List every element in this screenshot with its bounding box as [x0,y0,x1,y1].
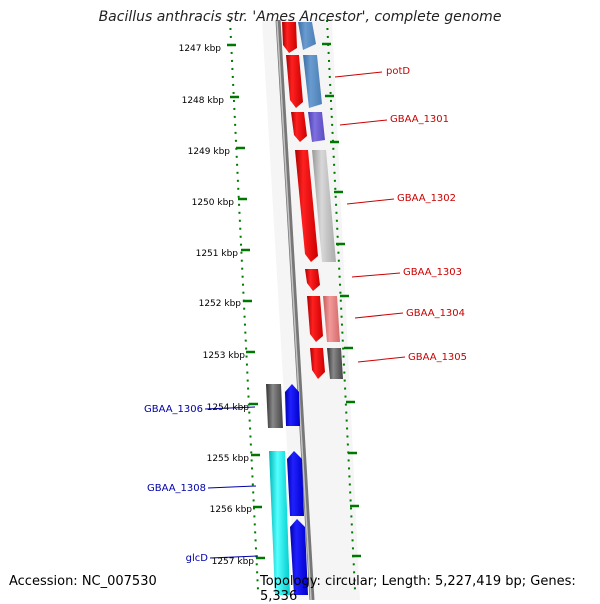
gene-feature-red-gbaa1301[interactable] [291,112,307,142]
gene-label-gbaa1301[interactable]: GBAA_1301 [390,114,449,125]
ruler-label: 1255 kbp [207,454,250,464]
gene-feature-lightgray[interactable] [312,150,336,262]
gene-feature-red-1[interactable] [282,22,297,53]
ruler-label: 1249 kbp [188,147,231,157]
ruler-label: 1250 kbp [192,198,235,208]
gene-feature-blue-1[interactable] [285,384,300,426]
gene-feature-darkgray[interactable] [327,348,343,379]
ruler-label: 1252 kbp [199,299,242,309]
gene-feature-steel-1[interactable] [298,22,316,50]
gene-feature-blue-2[interactable] [287,451,304,516]
gene-label-gbaa1305[interactable]: GBAA_1305 [408,352,467,363]
ruler-label: 1253 kbp [203,351,246,361]
gene-feature-cyan[interactable] [269,451,290,595]
map-title: Bacillus anthracis str. 'Ames Ancestor',… [98,9,502,25]
gene-feature-darkgray-inner[interactable] [266,384,283,428]
gene-feature-salmon[interactable] [323,296,340,342]
gene-label-gbaa1303[interactable]: GBAA_1303 [403,267,462,278]
accession-info: Accession: NC_007530 [9,574,157,589]
gene-feature-red-gbaa1303[interactable] [305,269,320,291]
genome-backbone-highlight [276,19,312,600]
ruler-label: 1256 kbp [210,505,253,515]
gene-label-gbaa1306[interactable]: GBAA_1306 [144,404,203,415]
gene-feature-red-gbaa1305[interactable] [310,348,325,379]
ruler-ticks-left [227,43,265,560]
gene-feature-blue-3[interactable] [290,519,308,595]
gene-label-gbaa1308[interactable]: GBAA_1308 [147,483,206,494]
gene-feature-red-gbaa1304[interactable] [307,296,323,342]
gene-label-potd[interactable]: potD [386,66,410,77]
gene-feature-steel-2[interactable] [303,55,322,108]
gene-feature-red-potd[interactable] [286,55,303,108]
gene-label-glcd[interactable]: glcD [186,553,209,564]
ruler-label: 1254 kbp [207,403,250,413]
gene-label-gbaa1302[interactable]: GBAA_1302 [397,193,456,204]
label-connectors-left [204,406,259,559]
label-connectors-right [334,71,406,363]
ruler-label: 1257 kbp [212,557,255,567]
ruler-label: 1248 kbp [182,96,225,106]
gene-feature-slate[interactable] [308,112,325,142]
ruler-label: 1251 kbp [196,249,239,259]
gene-label-gbaa1304[interactable]: GBAA_1304 [406,308,465,319]
ruler-label: 1247 kbp [179,44,222,54]
gene-feature-red-gbaa1302[interactable] [295,150,318,262]
genome-backbone [275,19,315,600]
ruler-ticks-right [322,42,361,558]
